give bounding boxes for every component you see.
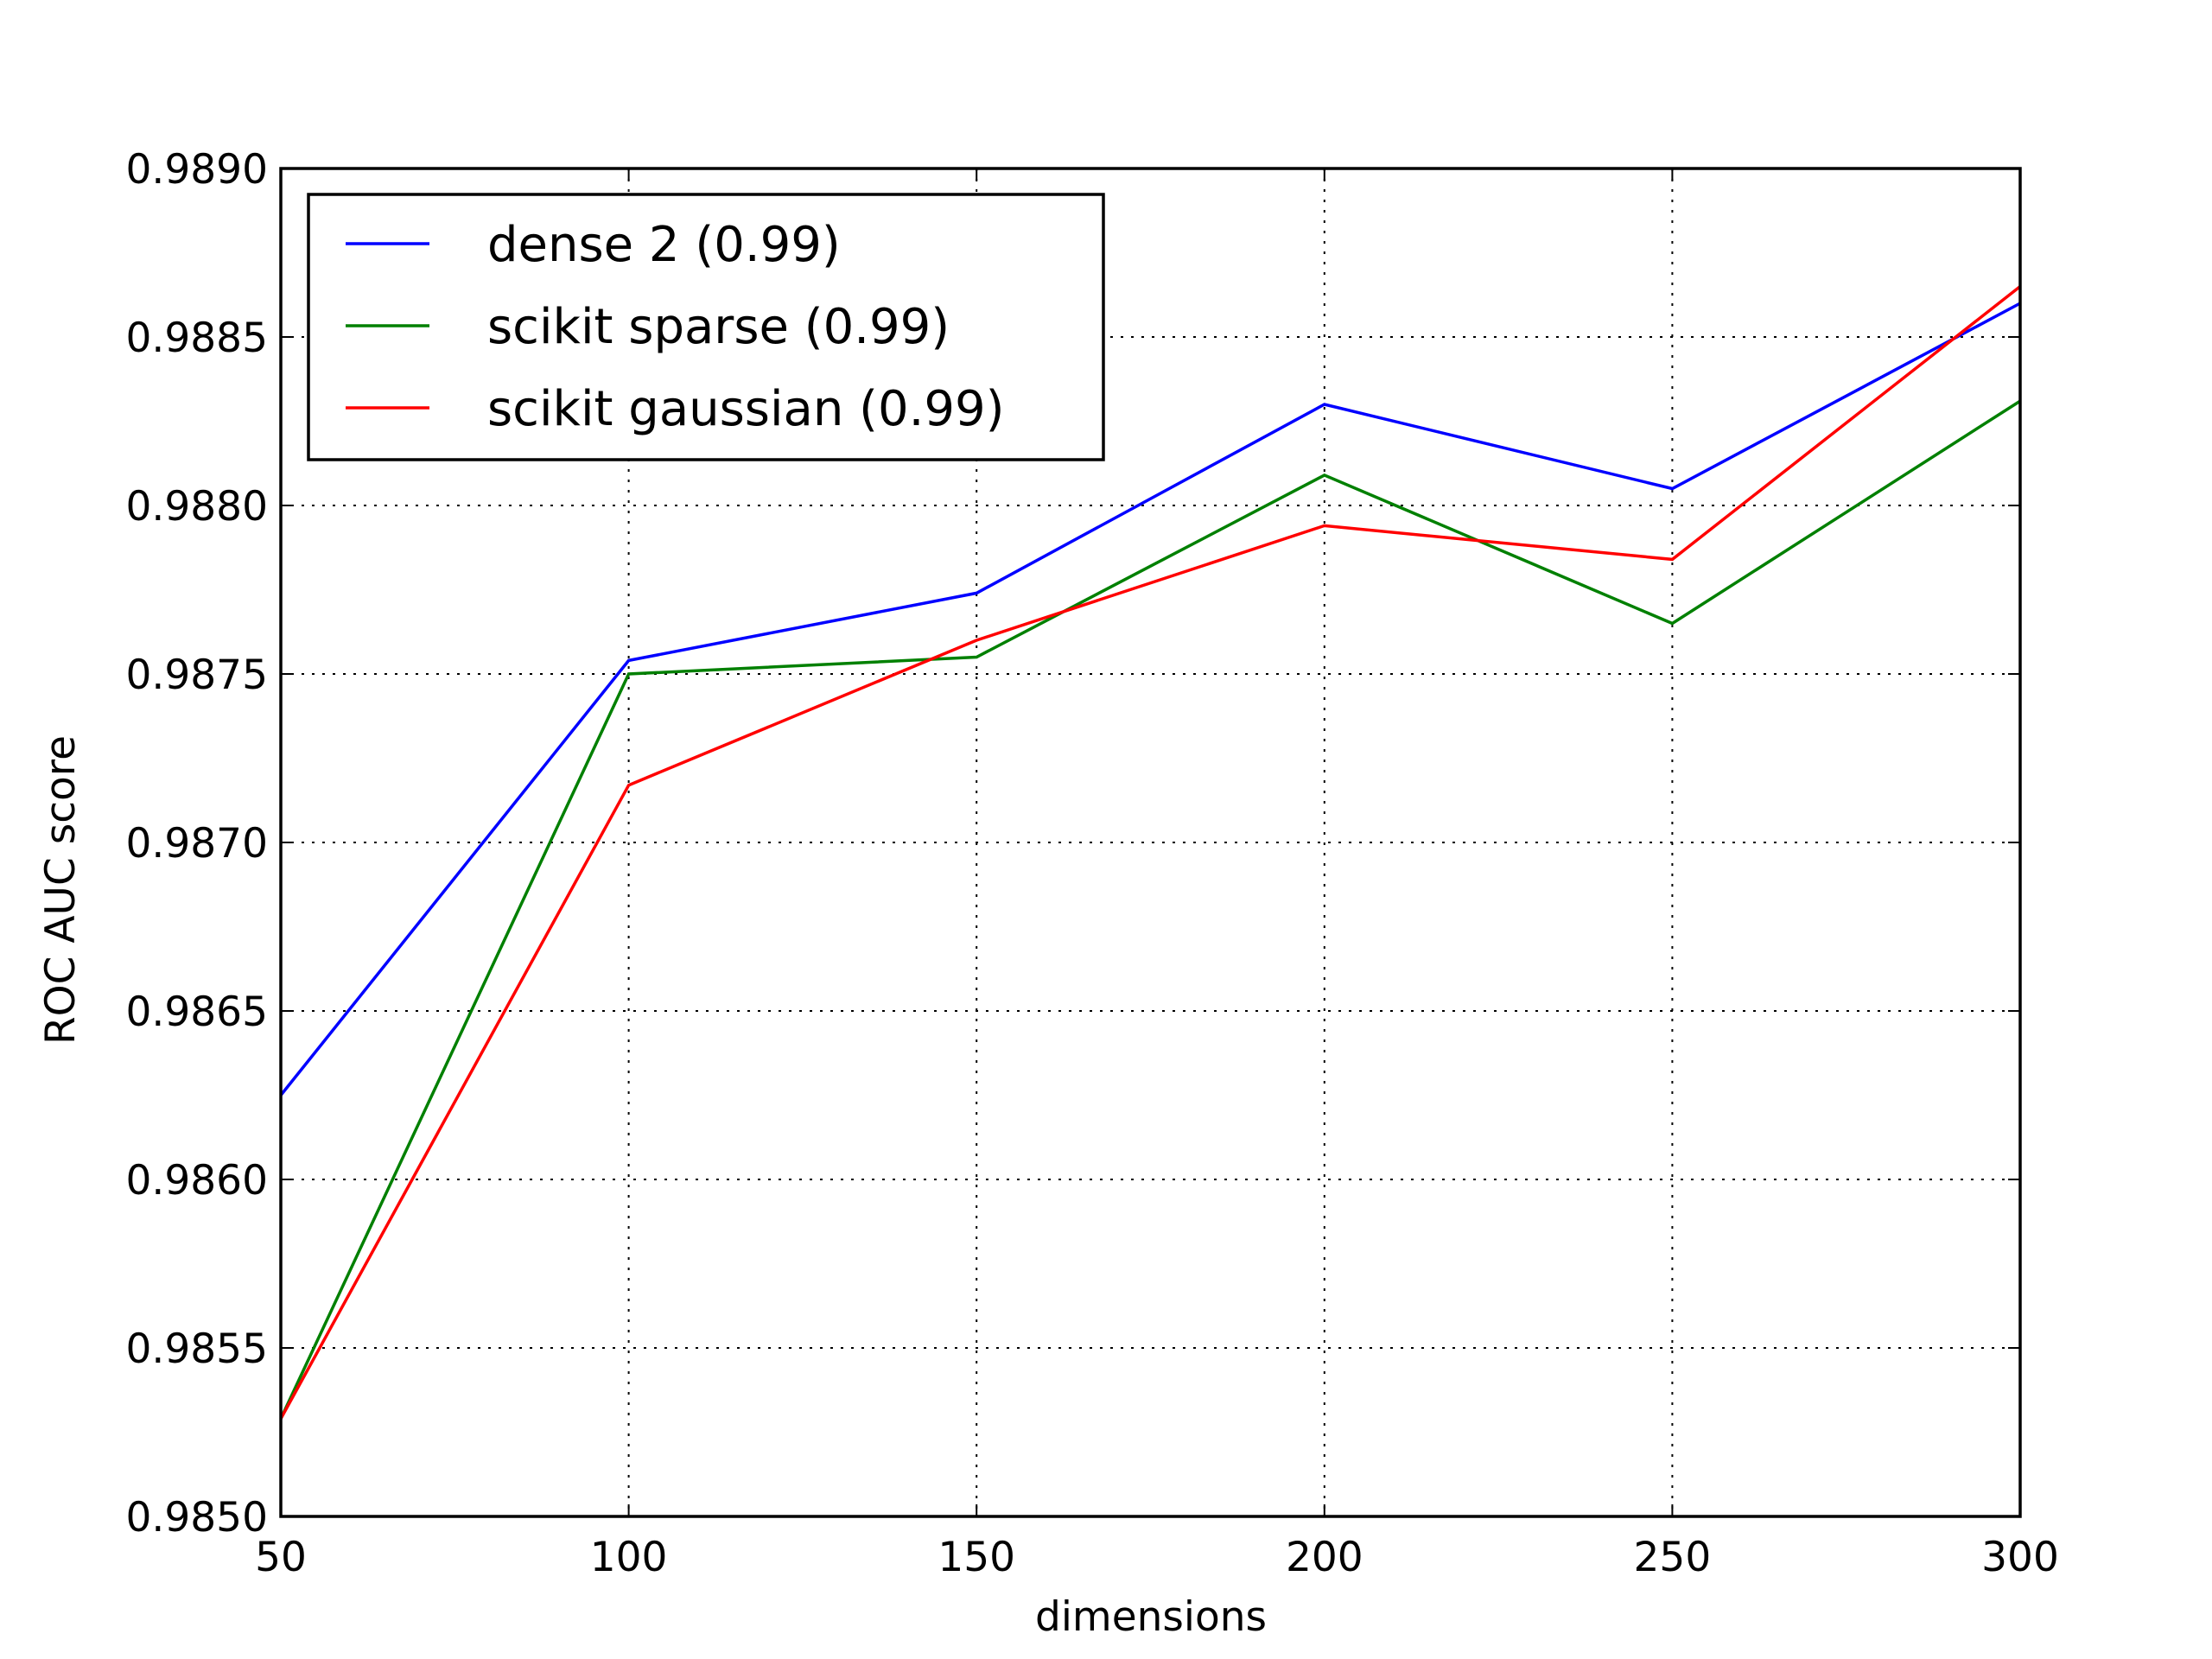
legend-label: dense 2 (0.99) <box>487 217 841 273</box>
y-tick-label: 0.9875 <box>126 652 268 699</box>
x-tick-label: 200 <box>1286 1534 1363 1581</box>
y-tick-label: 0.9890 <box>126 146 268 194</box>
x-axis-label: dimensions <box>1035 1593 1267 1641</box>
legend: dense 2 (0.99) scikit sparse (0.99) scikit… <box>307 193 1105 461</box>
x-tick-label: 250 <box>1634 1534 1712 1581</box>
legend-label: scikit gaussian (0.99) <box>487 381 1005 437</box>
legend-box <box>307 193 1105 461</box>
y-tick-label: 0.9880 <box>126 483 268 531</box>
ticks-layer: 50 100 150 200 250 300 0.9850 0.9855 0.9860 0.986… <box>126 146 2059 1581</box>
x-tick-label: 100 <box>590 1534 668 1581</box>
legend-label: scikit sparse (0.99) <box>487 299 950 355</box>
y-tick-label: 0.9855 <box>126 1325 268 1373</box>
y-tick-label: 0.9885 <box>126 315 268 362</box>
grid-layer <box>281 168 2020 1516</box>
y-axis-label: ROC AUC score <box>37 735 85 1045</box>
y-tick-label: 0.9860 <box>126 1157 268 1205</box>
y-tick-label: 0.9865 <box>126 988 268 1036</box>
x-tick-label: 50 <box>255 1534 307 1581</box>
x-tick-label: 150 <box>938 1534 1015 1581</box>
y-tick-label: 0.9870 <box>126 820 268 868</box>
series-line <box>279 399 2021 1420</box>
series-layer <box>279 285 2022 1420</box>
x-tick-label: 300 <box>1981 1534 2059 1581</box>
series-line <box>279 302 2021 1096</box>
series-line <box>279 285 2022 1420</box>
y-tick-label: 0.9850 <box>126 1494 268 1541</box>
